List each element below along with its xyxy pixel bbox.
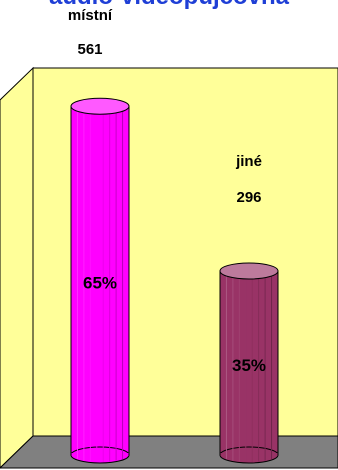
category-label-1: místní [68,7,113,24]
bar-percent-label-2: 35% [232,356,266,375]
bar-1 [70,97,130,464]
category-label-2: jiné [235,153,262,170]
chart-floor [0,435,338,469]
value-label-1: 561 [77,41,102,58]
chart-title: audio-videopůjčovna [0,0,338,11]
value-label-2: 296 [236,189,261,206]
chart-side-wall [0,66,34,469]
bar-2 [219,262,279,464]
bar-percent-label-1: 65% [83,274,117,293]
